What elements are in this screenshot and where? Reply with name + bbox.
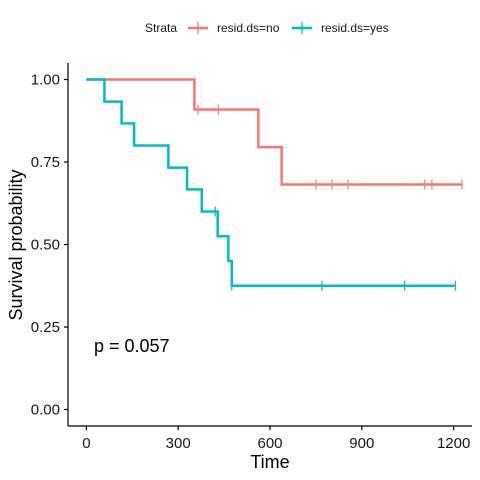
legend-key-yes — [292, 22, 312, 34]
x-tick-label: 0 — [82, 435, 90, 452]
y-tick-label: 0.25 — [31, 319, 60, 336]
x-tick-label: 1200 — [437, 435, 470, 452]
y-ticks: 0.00 0.25 0.50 0.75 1.00 — [31, 72, 68, 419]
series-no-curve — [86, 78, 462, 186]
x-axis-title: Time — [250, 452, 289, 472]
y-tick-label: 0.75 — [31, 154, 60, 171]
series-yes-censor-marks — [214, 206, 457, 291]
legend-label-no: resid.ds=no — [217, 21, 280, 35]
legend-key-no — [188, 22, 208, 34]
y-tick-label: 0.50 — [31, 237, 60, 254]
x-tick-label: 600 — [257, 435, 282, 452]
y-tick-label: 0.00 — [31, 402, 60, 419]
p-value-annotation: p = 0.057 — [94, 336, 170, 356]
x-tick-label: 300 — [166, 435, 191, 452]
series-no-censor-marks — [197, 104, 463, 190]
x-tick-label: 900 — [349, 435, 374, 452]
legend-title: Strata — [145, 21, 177, 35]
y-axis-title: Survival probability — [6, 169, 26, 320]
y-tick-label: 1.00 — [31, 72, 60, 89]
x-ticks: 0 300 600 900 1200 — [82, 426, 470, 452]
series-yes-curve — [86, 78, 456, 287]
legend-label-yes: resid.ds=yes — [321, 21, 389, 35]
legend: Strata resid.ds=no resid.ds=yes — [145, 21, 389, 35]
